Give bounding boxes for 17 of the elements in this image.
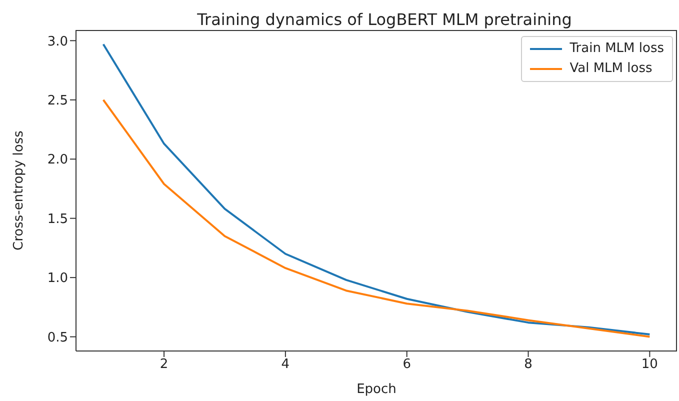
chart-title: Training dynamics of LogBERT MLM pretraining: [196, 10, 573, 29]
x-tick-label: 8: [524, 357, 532, 372]
y-tick-label: 1.0: [47, 271, 68, 286]
x-tick-label: 6: [402, 357, 411, 372]
line-series: [102, 98, 651, 338]
x-axis-title: Epoch: [356, 382, 396, 397]
x-tick-label: 10: [641, 357, 658, 372]
y-tick-label: 2.0: [47, 152, 68, 168]
y-tick-label: 2.5: [47, 94, 68, 108]
y-axis-title: Cross-entropy loss: [12, 130, 27, 250]
y-tick-label: 1.5: [47, 212, 68, 227]
legend-label: Train MLM loss: [568, 40, 664, 58]
y-tick-label: 3.0: [47, 34, 68, 50]
legend-label: Val MLM loss: [568, 60, 654, 78]
x-tick-label: 2: [160, 357, 168, 372]
x-tick-label: 4: [281, 357, 290, 372]
y-tick-label: 0.5: [47, 330, 68, 346]
